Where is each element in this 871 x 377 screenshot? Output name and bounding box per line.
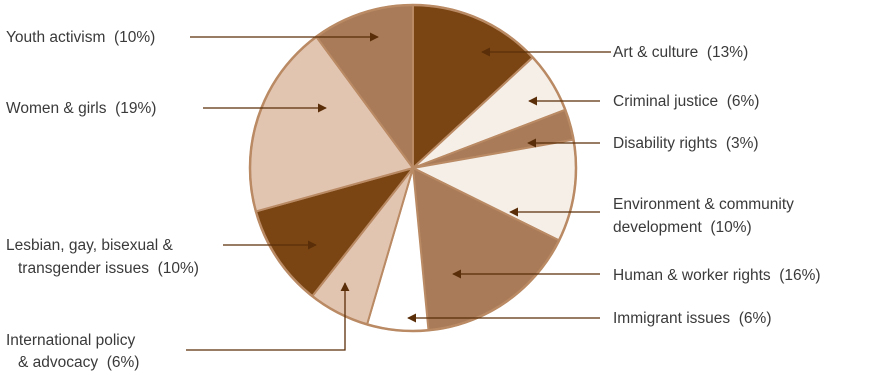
slice-label-art-and-culture: Art & culture (13%) bbox=[613, 44, 748, 61]
leader-lines bbox=[186, 32, 611, 351]
slice-labels: Art & culture (13%) Criminal justice (6%)… bbox=[6, 29, 821, 371]
slice-label-women-and-girls: Women & girls (19%) bbox=[6, 100, 156, 117]
slice-label-lesbian-gay-bisexual-and-transgender-issues: Lesbian, gay, bisexual & transgender issu… bbox=[6, 237, 199, 277]
slice-label-disability-rights: Disability rights (3%) bbox=[613, 135, 759, 152]
slice-label-human-and-worker-rights: Human & worker rights (16%) bbox=[613, 267, 821, 284]
pie-slices bbox=[248, 3, 578, 333]
slice-label-youth-activism: Youth activism (10%) bbox=[6, 29, 155, 46]
slice-label-immigrant-issues: Immigrant issues (6%) bbox=[613, 310, 771, 327]
leader-arrow-international-policy-and-advocacy bbox=[186, 282, 350, 351]
slice-label-environment-and-community-development: Environment & community development (10%) bbox=[613, 196, 794, 236]
pie-outline bbox=[248, 3, 578, 333]
slice-label-international-policy-and-advocacy: International policy & advocacy (6%) bbox=[6, 332, 139, 371]
slice-label-criminal-justice: Criminal justice (6%) bbox=[613, 93, 759, 110]
